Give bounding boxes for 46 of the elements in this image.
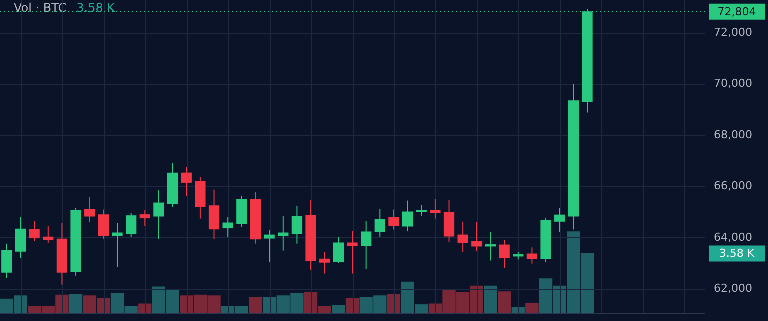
candlestick — [347, 231, 358, 274]
candlestick — [84, 196, 96, 224]
candlestick — [458, 221, 468, 253]
candlestick — [333, 236, 344, 264]
y-tick-label: 66,000 — [714, 180, 752, 193]
y-tick-label: 64,000 — [714, 230, 752, 244]
candlestick — [374, 208, 386, 238]
candlestick — [154, 190, 164, 240]
candlestick — [126, 212, 137, 238]
candlestick — [222, 216, 234, 238]
y-tick-label: 70,000 — [714, 77, 752, 90]
bar — [512, 306, 525, 313]
candlestick — [499, 240, 510, 269]
bar — [498, 292, 512, 313]
candlestick — [526, 247, 538, 264]
bar — [484, 286, 498, 313]
candlestick — [140, 210, 150, 227]
bar — [346, 298, 360, 313]
candlestick — [264, 230, 275, 264]
bar — [387, 294, 401, 313]
candlestick — [388, 209, 400, 230]
candlestick — [2, 243, 12, 279]
y-tick-label: 62,000 — [714, 282, 752, 296]
candlestick — [29, 221, 40, 242]
candlestick — [430, 198, 441, 220]
text: 3.58 K — [76, 1, 116, 16]
candlestick — [181, 166, 192, 197]
candlestick — [360, 221, 372, 270]
candlestick — [416, 204, 427, 216]
ref-line-label: 72,804 — [718, 5, 756, 18]
candlestick — [15, 216, 26, 259]
candlestick — [292, 205, 303, 244]
y-tick-label: 68,000 — [714, 128, 752, 142]
y-tick-label: 72,000 — [714, 26, 752, 39]
bar — [526, 302, 539, 313]
candlestick — [472, 222, 482, 252]
candlestick — [402, 200, 414, 232]
bar — [69, 294, 83, 313]
candlestick — [98, 209, 110, 240]
text: 3.58 K — [719, 247, 756, 260]
bar — [332, 305, 346, 313]
candlestick — [320, 252, 330, 274]
candlestick — [43, 226, 54, 244]
candlestick — [208, 189, 220, 240]
bar — [249, 297, 262, 313]
candlestick — [554, 208, 566, 233]
